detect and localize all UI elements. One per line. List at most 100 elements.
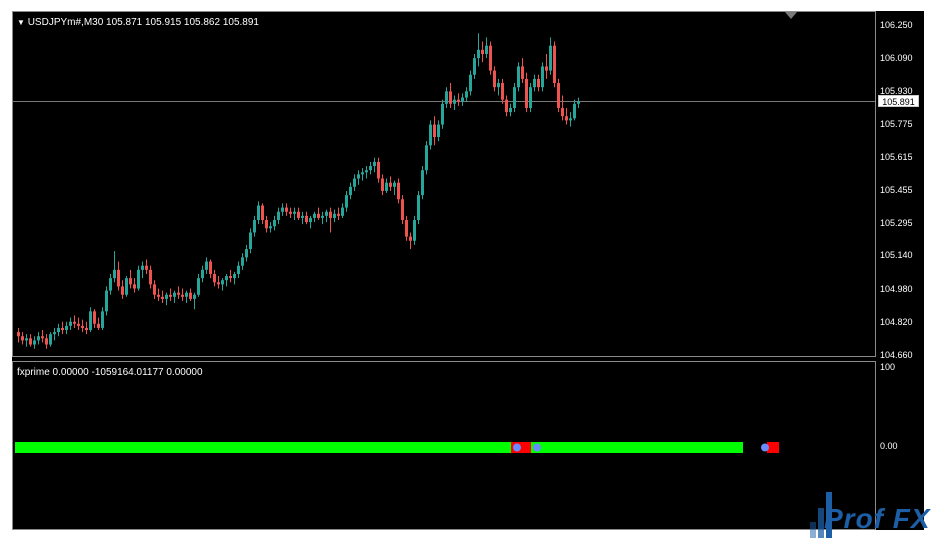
candle	[185, 290, 188, 304]
candle	[121, 280, 124, 299]
candle	[145, 259, 148, 274]
candle	[317, 207, 320, 221]
price-label: 105.295	[880, 218, 913, 229]
candle	[537, 74, 540, 92]
signal-bar-red	[767, 442, 779, 453]
candle	[473, 53, 476, 79]
candle	[165, 292, 168, 306]
candle	[541, 62, 544, 92]
candle	[573, 99, 576, 121]
candle	[493, 66, 496, 92]
candle	[221, 278, 224, 291]
chart-window[interactable]: ▼ USDJPYm#,M30 105.871 105.915 105.862 1…	[12, 11, 924, 530]
candle	[253, 215, 256, 237]
shift-marker-icon[interactable]	[785, 12, 797, 20]
candle	[485, 37, 488, 59]
candle	[489, 41, 492, 75]
candle	[553, 41, 556, 88]
candle	[429, 120, 432, 150]
price-label: 104.980	[880, 283, 913, 294]
candle	[193, 292, 196, 310]
candle	[289, 207, 292, 218]
candle	[181, 288, 184, 301]
candle	[309, 215, 312, 229]
candle	[197, 273, 200, 297]
candle	[217, 276, 220, 289]
candle	[333, 209, 336, 223]
candle	[125, 276, 128, 297]
candle	[269, 222, 272, 233]
candle	[301, 211, 304, 225]
logo-text: Prof FX	[824, 503, 931, 534]
candle	[141, 261, 144, 279]
collapse-triangle-icon[interactable]: ▼	[17, 18, 25, 27]
candle	[173, 290, 176, 304]
candle	[205, 257, 208, 274]
price-label: 106.090	[880, 53, 913, 64]
candle	[521, 58, 524, 84]
candle	[433, 116, 436, 146]
price-chart-pane[interactable]: ▼ USDJPYm#,M30 105.871 105.915 105.862 1…	[12, 11, 877, 357]
candle	[353, 174, 356, 191]
candle	[517, 62, 520, 92]
indicator-axis[interactable]	[876, 361, 924, 530]
price-label: 105.615	[880, 151, 913, 162]
candle	[69, 317, 72, 331]
candle	[225, 273, 228, 287]
price-label: 106.250	[880, 20, 913, 30]
candle	[413, 215, 416, 245]
candle	[261, 203, 264, 225]
candle	[153, 280, 156, 299]
candle	[329, 207, 332, 233]
candle	[453, 95, 456, 111]
candle	[133, 278, 136, 293]
candle	[17, 327, 20, 343]
candle	[137, 265, 140, 291]
candle	[129, 269, 132, 289]
candle	[213, 269, 216, 287]
candle	[313, 211, 316, 223]
candle	[533, 74, 536, 92]
candle	[281, 203, 284, 216]
candle	[209, 259, 212, 279]
candle	[77, 317, 80, 331]
candle	[381, 174, 384, 196]
signal-dot	[761, 443, 769, 452]
candle	[89, 307, 92, 333]
candle	[529, 83, 532, 113]
candle	[277, 207, 280, 225]
candle	[45, 334, 48, 349]
indicator-pane[interactable]: fxprime 0.00000 -1059164.01177 0.00000	[12, 361, 876, 530]
candle	[169, 288, 172, 301]
candle	[505, 95, 508, 117]
candle	[161, 290, 164, 304]
price-axis[interactable]	[876, 11, 924, 357]
candle	[441, 99, 444, 129]
candle	[437, 120, 440, 142]
candle	[457, 93, 460, 106]
candle	[61, 321, 64, 335]
candle	[53, 327, 56, 341]
candle	[417, 190, 420, 225]
candle	[421, 166, 424, 200]
candle	[321, 211, 324, 225]
candle	[245, 244, 248, 262]
candle	[397, 178, 400, 204]
candle	[365, 166, 368, 179]
candle	[373, 157, 376, 173]
candle	[481, 41, 484, 63]
candle	[249, 228, 252, 254]
candle	[25, 334, 28, 347]
candle	[393, 180, 396, 196]
indicator-label-100: 100	[880, 362, 896, 372]
candle	[325, 209, 328, 223]
current-price-tag: 105.891	[878, 94, 919, 107]
candle	[497, 78, 500, 96]
candle	[157, 288, 160, 301]
candle	[425, 141, 428, 175]
candle	[233, 271, 236, 285]
candle	[265, 215, 268, 233]
candle	[557, 78, 560, 113]
candle	[285, 203, 288, 216]
signal-bar-green	[531, 442, 743, 453]
